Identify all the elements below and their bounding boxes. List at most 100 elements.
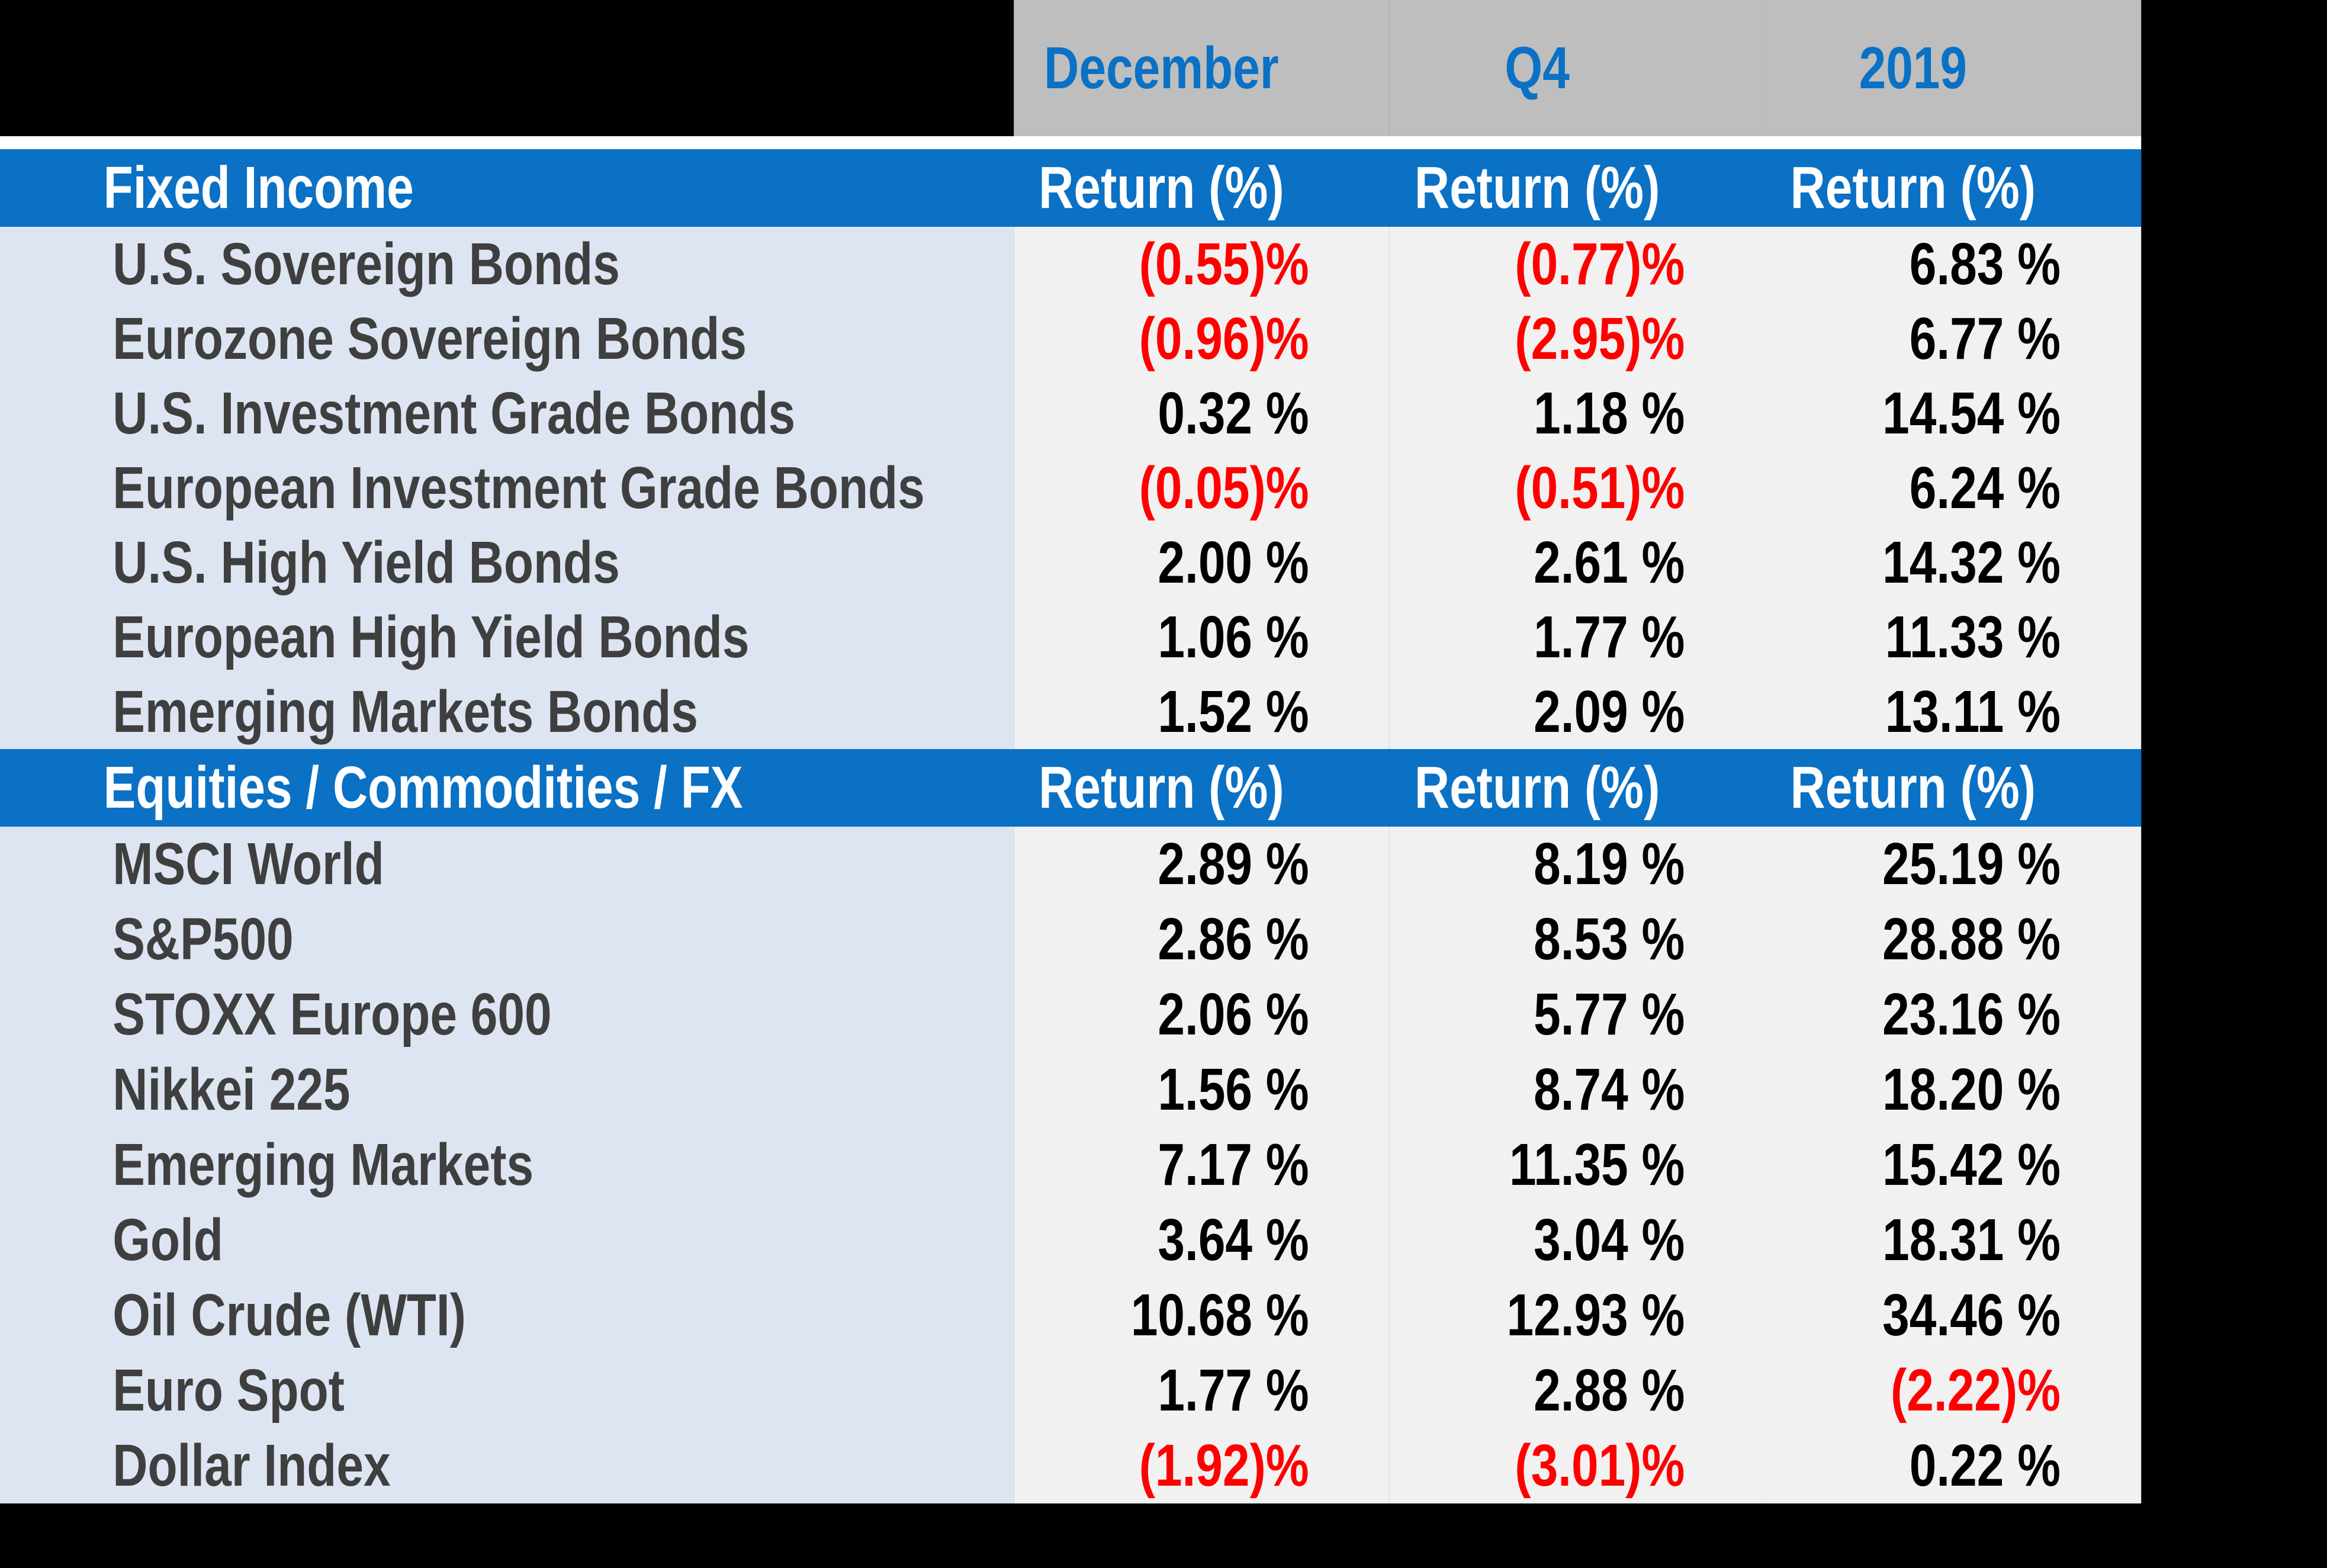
value-cell-december: 2.86 % [1014, 902, 1390, 977]
table-row: Dollar Index (1.92)% (3.01)% 0.22 % [0, 1428, 2142, 1503]
value-q4: (0.51)% [1515, 454, 1685, 521]
value-cell-q4: 2.09 % [1389, 674, 1766, 749]
value-q4: (2.95)% [1515, 305, 1685, 372]
value-cell-december: 1.52 % [1014, 674, 1390, 749]
value-2019: 6.24 % [1909, 454, 2061, 521]
value-cell-q4: 2.61 % [1389, 525, 1766, 600]
value-cell-2019: 0.22 % [1765, 1428, 2142, 1503]
row-label: U.S. High Yield Bonds [113, 529, 620, 596]
value-q4: (3.01)% [1515, 1432, 1685, 1499]
value-cell-q4: 1.18 % [1389, 376, 1766, 451]
row-label-cell: European Investment Grade Bonds [0, 451, 1014, 525]
period-header-q4-label: Q4 [1505, 34, 1570, 101]
value-q4: (0.77)% [1515, 230, 1685, 297]
table-sections: Fixed Income Return (%) Return (%) Retur… [0, 149, 2142, 1503]
section-title: Equities / Commodities / FX [103, 754, 743, 821]
value-cell-december: 1.06 % [1014, 600, 1390, 674]
value-december: 2.89 % [1158, 831, 1309, 897]
value-december: 1.77 % [1158, 1357, 1309, 1424]
row-label: Euro Spot [113, 1357, 345, 1424]
value-q4: 12.93 % [1506, 1282, 1685, 1348]
value-2019: 18.31 % [1882, 1207, 2061, 1273]
value-2019: 13.11 % [1885, 678, 2061, 745]
value-q4: 2.61 % [1534, 529, 1685, 596]
table-row: Gold 3.64 % 3.04 % 18.31 % [0, 1203, 2142, 1278]
value-cell-december: (0.96)% [1014, 301, 1390, 376]
value-december: (1.92)% [1139, 1432, 1309, 1499]
return-header-2019: Return (%) [1765, 149, 2142, 227]
return-header-label: Return (%) [1414, 155, 1660, 221]
value-cell-december: 2.00 % [1014, 525, 1390, 600]
row-label-cell: European High Yield Bonds [0, 600, 1014, 674]
value-cell-december: 2.06 % [1014, 977, 1390, 1052]
value-2019: 6.77 % [1909, 305, 2061, 372]
table-row: Emerging Markets 7.17 % 11.35 % 15.42 % [0, 1127, 2142, 1203]
value-2019: (2.22)% [1890, 1357, 2061, 1424]
period-header-december-label: December [1044, 34, 1279, 101]
value-2019: 34.46 % [1882, 1282, 2061, 1348]
table-row: U.S. Sovereign Bonds (0.55)% (0.77)% 6.8… [0, 227, 2142, 301]
return-header-label: Return (%) [1790, 155, 2036, 221]
row-label: European High Yield Bonds [113, 603, 750, 670]
value-cell-2019: 6.77 % [1765, 301, 2142, 376]
value-2019: 18.20 % [1882, 1056, 2061, 1123]
value-q4: 2.88 % [1534, 1357, 1685, 1424]
row-label: Oil Crude (WTI) [113, 1282, 466, 1348]
value-cell-q4: (0.51)% [1389, 451, 1766, 525]
return-header-label: Return (%) [1790, 754, 2036, 821]
table-row: MSCI World 2.89 % 8.19 % 25.19 % [0, 827, 2142, 902]
value-cell-2019: 18.20 % [1765, 1052, 2142, 1127]
row-label-cell: Emerging Markets Bonds [0, 674, 1014, 749]
value-cell-2019: 14.32 % [1765, 525, 2142, 600]
row-label: STOXX Europe 600 [113, 981, 552, 1048]
value-q4: 11.35 % [1509, 1132, 1685, 1198]
value-cell-december: 10.68 % [1014, 1278, 1390, 1353]
value-q4: 3.04 % [1534, 1207, 1685, 1273]
value-q4: 1.18 % [1534, 380, 1685, 446]
period-header-2019-label: 2019 [1859, 34, 1968, 101]
value-cell-q4: 8.19 % [1389, 827, 1766, 902]
value-december: 7.17 % [1158, 1132, 1309, 1198]
value-december: 2.00 % [1158, 529, 1309, 596]
row-label-cell: MSCI World [0, 827, 1014, 902]
value-cell-q4: 2.88 % [1389, 1353, 1766, 1428]
value-cell-2019: 34.46 % [1765, 1278, 2142, 1353]
value-q4: 5.77 % [1534, 981, 1685, 1048]
value-cell-2019: 14.54 % [1765, 376, 2142, 451]
value-2019: 14.54 % [1882, 380, 2061, 446]
value-cell-q4: 1.77 % [1389, 600, 1766, 674]
row-label: Gold [113, 1207, 223, 1273]
value-december: 0.32 % [1158, 380, 1309, 446]
value-december: 2.06 % [1158, 981, 1309, 1048]
value-cell-q4: 12.93 % [1389, 1278, 1766, 1353]
return-header-december: Return (%) [1014, 149, 1390, 227]
row-label-cell: Dollar Index [0, 1428, 1014, 1503]
row-label: European Investment Grade Bonds [113, 454, 925, 521]
value-cell-december: 0.32 % [1014, 376, 1390, 451]
return-header-label: Return (%) [1039, 754, 1284, 821]
value-2019: 11.33 % [1885, 603, 2061, 670]
value-cell-2019: 15.42 % [1765, 1127, 2142, 1203]
value-cell-december: 3.64 % [1014, 1203, 1390, 1278]
row-label-cell: U.S. Sovereign Bonds [0, 227, 1014, 301]
value-december: (0.05)% [1139, 454, 1309, 521]
returns-table: December Q4 2019 Fixed Income Return (%)… [0, 0, 2142, 1503]
value-december: 10.68 % [1130, 1282, 1309, 1348]
value-2019: 28.88 % [1882, 906, 2061, 972]
table-row: Oil Crude (WTI) 10.68 % 12.93 % 34.46 % [0, 1278, 2142, 1353]
table-row: U.S. High Yield Bonds 2.00 % 2.61 % 14.3… [0, 525, 2142, 600]
value-cell-q4: (0.77)% [1389, 227, 1766, 301]
value-cell-december: 1.56 % [1014, 1052, 1390, 1127]
period-header-q4: Q4 [1389, 0, 1766, 136]
period-header-2019: 2019 [1765, 0, 2142, 136]
period-header-row: December Q4 2019 [0, 0, 2142, 136]
row-label-cell: Nikkei 225 [0, 1052, 1014, 1127]
row-label-cell: Gold [0, 1203, 1014, 1278]
section-title-cell: Fixed Income [0, 149, 1014, 227]
value-december: 1.06 % [1158, 603, 1309, 670]
return-header-2019: Return (%) [1765, 749, 2142, 827]
value-december: 1.52 % [1158, 678, 1309, 745]
row-label: U.S. Investment Grade Bonds [113, 380, 796, 446]
row-label: S&P500 [113, 906, 294, 972]
value-2019: 23.16 % [1882, 981, 2061, 1048]
